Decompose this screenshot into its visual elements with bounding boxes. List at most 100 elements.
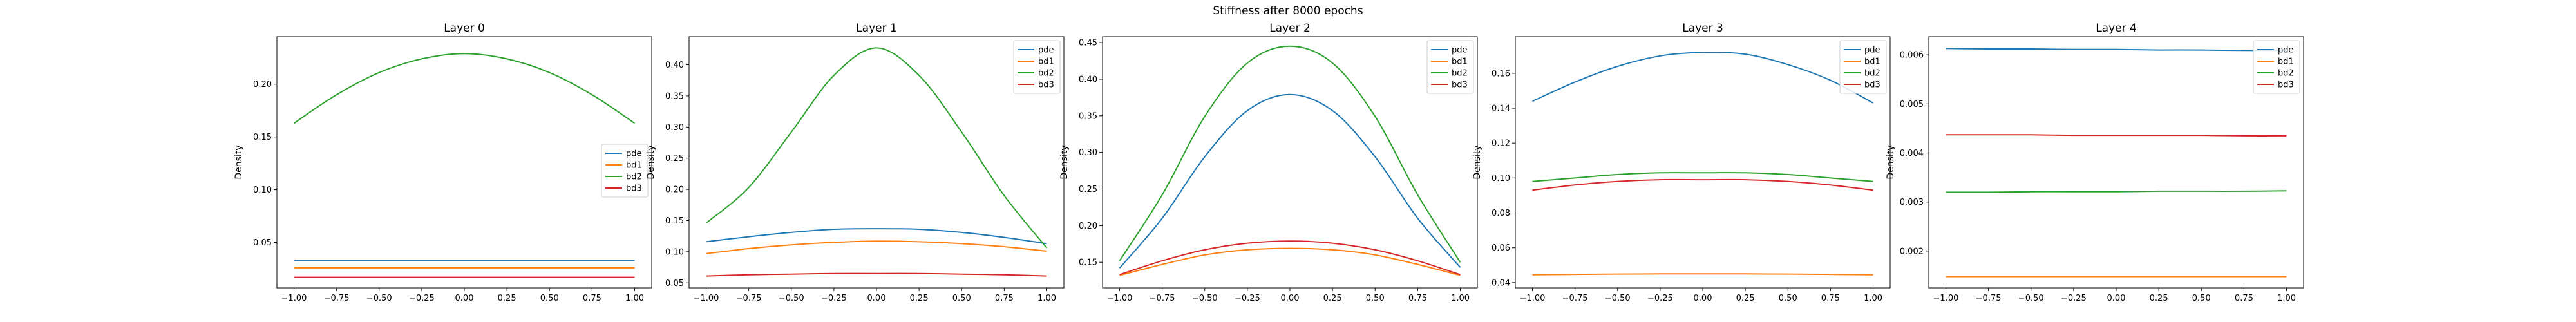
x-tick-label: −0.25 [2061,294,2087,303]
y-axis-label: Density [234,145,244,179]
legend-label-pde: pde [626,149,642,159]
x-tick-label: 0.00 [455,294,474,303]
x-tick-label: 0.50 [952,294,971,303]
x-tick-label: −0.25 [821,294,847,303]
y-tick-label: 0.002 [1900,247,1924,256]
x-tick-label: 0.25 [910,294,929,303]
x-tick-label: 1.00 [1037,294,1056,303]
series-line-bd3 [1532,178,1873,191]
chart-panel-2: Layer 2 −1.00 −0.75 −0.50 −0.25 0.00 0.25 0.50 0… [1059,22,1478,303]
legend-box [1013,40,1061,94]
x-tick-label: −0.25 [1647,294,1673,303]
x-tick-label: 0.25 [2150,294,2168,303]
y-tick-label: 0.20 [253,80,272,90]
y-tick-label: 0.20 [665,185,684,195]
legend-label-bd2: bd2 [2278,69,2294,79]
x-tick-label: 1.00 [2277,294,2296,303]
series-line-bd3 [706,272,1047,277]
series-line-bd2 [705,47,1048,249]
x-tick-label: −0.50 [2018,294,2044,303]
x-tick-label: 0.50 [1779,294,1797,303]
legend-label-bd1: bd1 [1864,57,1880,67]
x-tick-label: 0.50 [540,294,559,303]
x-tick-label: −0.75 [324,294,350,303]
y-tick-label: 0.40 [1079,75,1097,84]
series-line-bd3 [1946,134,2287,137]
series-line-bd2 [293,53,636,124]
series-line-pde [706,228,1047,245]
series-line-bd2 [1119,45,1461,263]
x-tick-label: 0.25 [498,294,516,303]
y-tick-label: 0.005 [1900,100,1924,109]
y-tick-label: 0.004 [1900,149,1924,158]
x-tick-label: 1.00 [1451,294,1470,303]
y-tick-label: 0.25 [665,154,684,164]
y-axis-label: Density [1059,145,1070,179]
chart-title: Layer 4 [2096,22,2137,35]
legend-label-bd2: bd2 [1452,69,1468,79]
legend-label-bd2: bd2 [1038,69,1054,79]
chart-panel-0: Layer 0 −1.00 −0.75 −0.50 −0.25 0.00 0.25 0.50 0… [234,22,652,303]
x-tick-label: −0.75 [736,294,762,303]
y-tick-label: 0.15 [665,216,684,226]
legend-box [2253,40,2300,94]
x-tick-label: −1.00 [1107,294,1133,303]
legend-label-bd3: bd3 [1038,80,1054,90]
series-line-bd2 [1532,172,1873,182]
y-tick-label: 0.05 [665,279,684,289]
chart-title: Layer 2 [1269,22,1311,35]
x-tick-label: −0.75 [1562,294,1588,303]
y-tick-label: 0.06 [1492,243,1510,253]
x-tick-label: −0.50 [779,294,804,303]
x-tick-label: −0.75 [1150,294,1175,303]
x-tick-label: 0.00 [1281,294,1300,303]
x-tick-label: 0.75 [995,294,1014,303]
legend-label-bd2: bd2 [1864,69,1880,79]
legend-label-bd3: bd3 [1864,80,1880,90]
x-tick-label: −0.25 [1235,294,1260,303]
x-tick-label: 0.75 [2235,294,2253,303]
legend-label-bd3: bd3 [1452,80,1468,90]
y-tick-label: 0.16 [1492,69,1510,79]
y-tick-label: 0.45 [1079,39,1097,48]
x-tick-label: −0.75 [1976,294,2002,303]
x-tick-label: −0.50 [366,294,392,303]
x-tick-label: −1.00 [1933,294,1959,303]
series-line-pde [1532,52,1873,104]
legend-label-pde: pde [1038,46,1054,55]
y-tick-label: 0.08 [1492,209,1510,218]
series-line-bd2 [1946,190,2287,193]
x-tick-label: 1.00 [625,294,644,303]
x-tick-label: 0.50 [2192,294,2211,303]
series-line-bd3 [1119,240,1461,276]
legend-label-bd1: bd1 [626,161,642,171]
chart-panel-3: Layer 3 −1.00 −0.75 −0.50 −0.25 0.00 0.25 0.50 0… [1472,22,1891,303]
legend-box [1426,40,1474,94]
y-tick-label: 0.04 [1492,278,1510,288]
legend-label-pde: pde [1452,46,1468,55]
y-tick-label: 0.10 [665,247,684,257]
legend-box [1839,40,1887,94]
legend-label-bd3: bd3 [2278,80,2294,90]
x-tick-label: 0.25 [1736,294,1755,303]
y-axis-label: Density [1472,145,1482,179]
legend-label-bd1: bd1 [1038,57,1054,67]
x-tick-label: 0.75 [583,294,601,303]
x-tick-label: −1.00 [694,294,719,303]
y-tick-label: 0.30 [1079,148,1097,158]
series-line-pde [1946,48,2287,52]
figure-title: Stiffness after 8000 epochs [1213,5,1363,17]
y-tick-label: 0.35 [665,91,684,101]
legend-box [601,144,649,198]
x-tick-label: −0.25 [409,294,435,303]
y-axis-label: Density [646,145,656,179]
chart-panel-1: Layer 1 −1.00 −0.75 −0.50 −0.25 0.00 0.25 0.50 0… [646,22,1065,303]
y-tick-label: 0.12 [1492,139,1510,149]
x-tick-label: −1.00 [1520,294,1546,303]
x-tick-label: 0.25 [1323,294,1342,303]
